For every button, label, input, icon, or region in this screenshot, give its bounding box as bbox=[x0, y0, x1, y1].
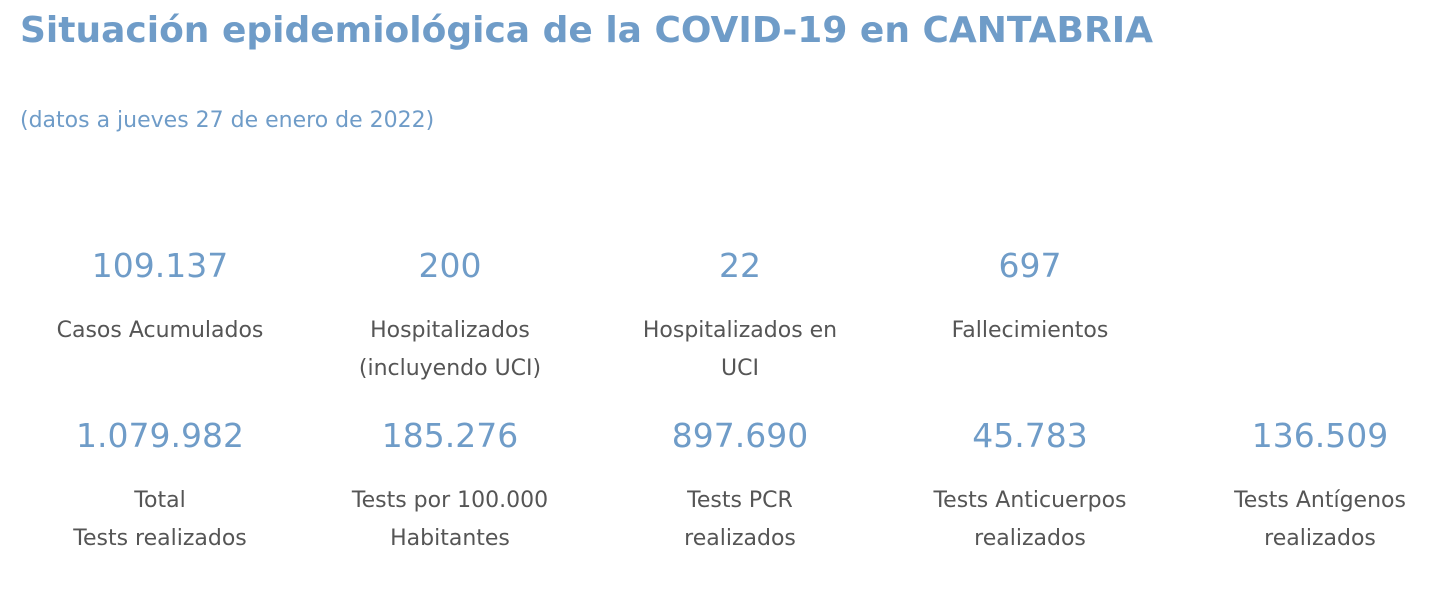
stat-label-line: Tests realizados bbox=[73, 526, 247, 551]
stat-label-line: Hospitalizados bbox=[370, 318, 530, 343]
stat-fallecimientos: 697 Fallecimientos bbox=[885, 246, 1175, 350]
stat-label: Tests PCR realizados bbox=[595, 482, 885, 558]
stat-label: Total Tests realizados bbox=[15, 482, 305, 558]
stat-label-line: realizados bbox=[1264, 526, 1376, 551]
stat-tests-antigenos: 136.509 Tests Antígenos realizados bbox=[1175, 416, 1432, 558]
stat-label-line: Habitantes bbox=[390, 526, 510, 551]
page-title: Situación epidemiológica de la COVID-19 … bbox=[20, 10, 1153, 51]
stat-value: 45.783 bbox=[972, 416, 1088, 455]
stat-label: Hospitalizados en UCI bbox=[595, 312, 885, 388]
stat-label-line: realizados bbox=[974, 526, 1086, 551]
stat-label: Fallecimientos bbox=[885, 312, 1175, 350]
stat-value: 109.137 bbox=[91, 246, 229, 285]
stat-hospitalizados: 200 Hospitalizados (incluyendo UCI) bbox=[305, 246, 595, 388]
stat-tests-por-100000: 185.276 Tests por 100.000 Habitantes bbox=[305, 416, 595, 558]
stat-value: 697 bbox=[998, 246, 1062, 285]
stat-label: Tests Anticuerpos realizados bbox=[885, 482, 1175, 558]
stat-label-line: Casos Acumulados bbox=[56, 318, 264, 343]
stat-total-tests: 1.079.982 Total Tests realizados bbox=[15, 416, 305, 558]
stat-label-line: Fallecimientos bbox=[951, 318, 1109, 343]
stat-label-line: Tests por 100.000 bbox=[351, 488, 549, 513]
stat-label-line: (incluyendo UCI) bbox=[358, 356, 542, 381]
stat-label: Hospitalizados (incluyendo UCI) bbox=[305, 312, 595, 388]
stat-value: 185.276 bbox=[381, 416, 519, 455]
stat-label-line: Tests PCR bbox=[687, 488, 793, 513]
stat-hospitalizados-uci: 22 Hospitalizados en UCI bbox=[595, 246, 885, 388]
stat-value: 22 bbox=[719, 246, 761, 285]
stat-value: 897.690 bbox=[671, 416, 809, 455]
stat-tests-pcr: 897.690 Tests PCR realizados bbox=[595, 416, 885, 558]
data-date-subtitle: (datos a jueves 27 de enero de 2022) bbox=[20, 108, 435, 133]
stat-label: Tests Antígenos realizados bbox=[1175, 482, 1432, 558]
stat-label-line: Tests Antígenos bbox=[1234, 488, 1406, 513]
stat-label-line: Total bbox=[134, 488, 186, 513]
stat-value: 136.509 bbox=[1251, 416, 1389, 455]
stat-label-line: UCI bbox=[721, 356, 759, 381]
stat-tests-anticuerpos: 45.783 Tests Anticuerpos realizados bbox=[885, 416, 1175, 558]
stat-casos-acumulados: 109.137 Casos Acumulados bbox=[15, 246, 305, 350]
stat-label-line: Hospitalizados en bbox=[642, 318, 838, 343]
stat-label-line: realizados bbox=[684, 526, 796, 551]
stat-label-line: Tests Anticuerpos bbox=[933, 488, 1127, 513]
stat-value: 1.079.982 bbox=[76, 416, 244, 455]
stat-value: 200 bbox=[418, 246, 482, 285]
stat-label: Tests por 100.000 Habitantes bbox=[305, 482, 595, 558]
stat-label: Casos Acumulados bbox=[15, 312, 305, 350]
